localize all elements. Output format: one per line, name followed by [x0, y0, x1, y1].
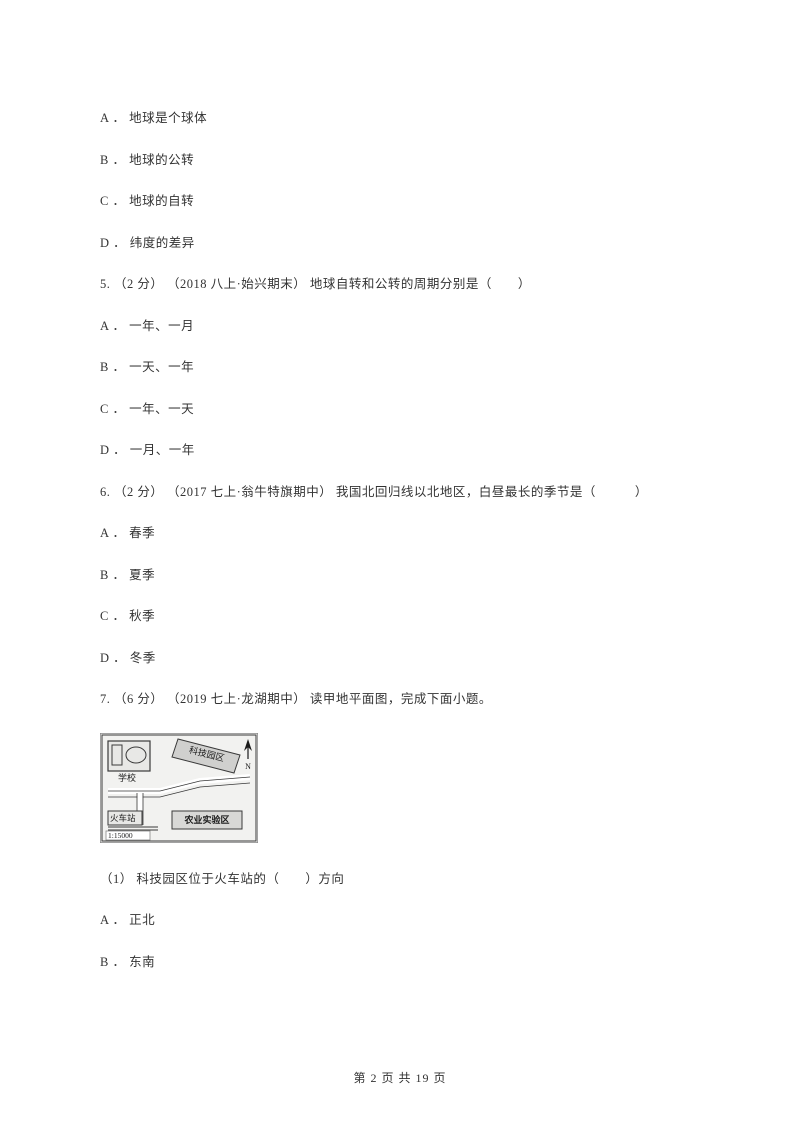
option-d: D ． 纬度的差异	[100, 235, 700, 253]
page-content: A ． 地球是个球体 B ． 地球的公转 C ． 地球的自转 D ． 纬度的差异…	[0, 0, 800, 1035]
q6-option-a: A ． 春季	[100, 525, 700, 543]
question-6-stem: 6. （2 分） （2017 七上·翁牛特旗期中） 我国北回归线以北地区，白昼最…	[100, 484, 700, 502]
map-label-train: 火车站	[110, 813, 136, 823]
page-footer: 第 2 页 共 19 页	[0, 1069, 800, 1086]
question-7-stem: 7. （6 分） （2019 七上·龙湖期中） 读甲地平面图，完成下面小题。	[100, 691, 700, 709]
option-b: B ． 地球的公转	[100, 152, 700, 170]
question-5-stem: 5. （2 分） （2018 八上·始兴期末） 地球自转和公转的周期分别是（ ）	[100, 276, 700, 294]
q5-option-d: D ． 一月、一年	[100, 442, 700, 460]
q6-option-b: B ． 夏季	[100, 567, 700, 585]
q5-option-b: B ． 一天、一年	[100, 359, 700, 377]
option-c: C ． 地球的自转	[100, 193, 700, 211]
q6-option-d: D ． 冬季	[100, 650, 700, 668]
map-label-scale: 1:15000	[108, 831, 133, 840]
q7-sub1: （1） 科技园区位于火车站的（ ）方向	[100, 871, 700, 889]
q5-option-c: C ． 一年、一天	[100, 401, 700, 419]
q6-option-c: C ． 秋季	[100, 608, 700, 626]
map-label-agri: 农业实验区	[183, 814, 229, 825]
q5-option-a: A ． 一年、一月	[100, 318, 700, 336]
map-figure: 学校 科技园区 N 火车站	[100, 733, 258, 843]
q7-option-a: A ． 正北	[100, 912, 700, 930]
svg-text:N: N	[245, 762, 251, 771]
map-label-school: 学校	[118, 772, 136, 783]
q7-option-b: B ． 东南	[100, 954, 700, 972]
option-a: A ． 地球是个球体	[100, 110, 700, 128]
